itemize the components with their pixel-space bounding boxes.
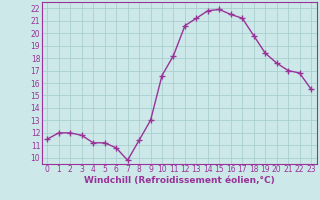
X-axis label: Windchill (Refroidissement éolien,°C): Windchill (Refroidissement éolien,°C) bbox=[84, 176, 275, 185]
